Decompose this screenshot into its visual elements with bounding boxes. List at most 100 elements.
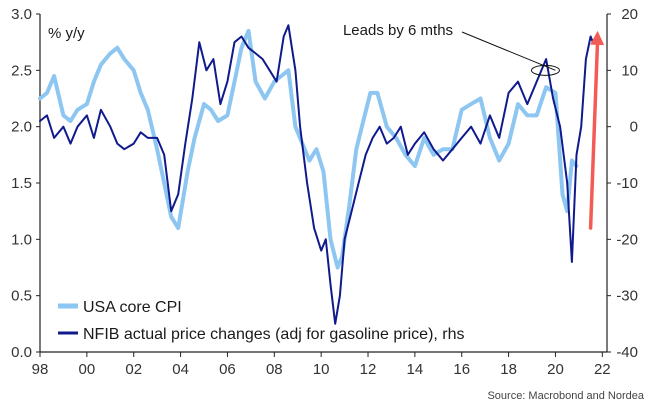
x-tick-label: 12 <box>360 361 377 378</box>
nfib-point <box>339 295 340 296</box>
nfib-point <box>283 36 284 37</box>
core-cpi-point <box>330 239 331 240</box>
core-cpi-point <box>461 109 462 110</box>
nfib-point <box>424 132 425 133</box>
nfib-point <box>262 59 263 60</box>
core-cpi-point <box>571 160 572 161</box>
nfib-point <box>140 132 141 133</box>
nfib-point <box>307 182 308 183</box>
core-cpi-point <box>295 126 296 127</box>
line-chart: 0.00.51.01.52.02.53.0-40-30-20-100102098… <box>0 0 650 410</box>
nfib-point <box>546 59 547 60</box>
core-cpi-point <box>414 166 415 167</box>
core-cpi-point <box>234 81 235 82</box>
core-cpi-point <box>187 171 188 172</box>
nfib-point <box>372 137 373 138</box>
core-cpi-point <box>567 211 568 212</box>
core-cpi-point <box>405 154 406 155</box>
right-tick-label: -40 <box>616 344 638 361</box>
nfib-point <box>358 182 359 183</box>
nfib-point <box>480 143 481 144</box>
x-tick-label: 02 <box>125 361 142 378</box>
left-tick-label: 2.5 <box>11 62 32 79</box>
nfib-point <box>471 126 472 127</box>
nfib-point <box>442 160 443 161</box>
nfib-point <box>110 126 111 127</box>
core-cpi-point <box>147 109 148 110</box>
core-cpi-point <box>288 70 289 71</box>
nfib-point <box>585 59 586 60</box>
core-cpi-point <box>316 149 317 150</box>
nfib-point <box>117 143 118 144</box>
nfib-point <box>54 137 55 138</box>
nfib-point <box>93 137 94 138</box>
nfib-point <box>560 126 561 127</box>
nfib-point <box>567 182 568 183</box>
core-cpi-point <box>323 171 324 172</box>
nfib-point <box>400 126 401 127</box>
nfib-point <box>344 239 345 240</box>
core-cpi-point <box>264 98 265 99</box>
source-note: Source: Macrobond and Nordea <box>487 390 644 402</box>
nfib-point <box>46 115 47 116</box>
nfib-point <box>206 70 207 71</box>
nfib-point <box>379 126 380 127</box>
nfib-point <box>276 81 277 82</box>
x-tick-label: 20 <box>547 361 564 378</box>
core-cpi-point <box>281 75 282 76</box>
nfib-point <box>300 126 301 127</box>
core-cpi-point <box>241 47 242 48</box>
core-cpi-point <box>140 92 141 93</box>
nfib-point <box>192 98 193 99</box>
right-tick-label: -10 <box>616 175 638 192</box>
x-tick-label: 00 <box>79 361 96 378</box>
core-cpi-point <box>117 47 118 48</box>
x-tick-label: 06 <box>219 361 236 378</box>
nfib-point <box>571 261 572 262</box>
nfib-point <box>86 115 87 116</box>
core-cpi-point <box>377 92 378 93</box>
x-tick-label: 08 <box>266 361 283 378</box>
core-cpi-point <box>337 267 338 268</box>
nfib-point <box>39 120 40 121</box>
nfib-point <box>351 211 352 212</box>
left-tick-label: 0.0 <box>11 344 32 361</box>
nfib-point <box>581 126 582 127</box>
nfib-point <box>295 70 296 71</box>
core-cpi-point <box>178 228 179 229</box>
core-cpi-point <box>386 126 387 127</box>
nfib-point <box>220 104 221 105</box>
nfib-point <box>508 92 509 93</box>
core-cpi-point <box>171 216 172 217</box>
nfib-point <box>185 143 186 144</box>
left-tick-label: 3.0 <box>11 6 32 23</box>
core-cpi-point <box>480 98 481 99</box>
core-cpi-point <box>546 87 547 88</box>
core-cpi-point <box>194 137 195 138</box>
right-tick-label: -20 <box>616 231 638 248</box>
nfib-point <box>164 154 165 155</box>
chart-root: 0.0 0.5 1.0 1.5 2.0 2.5 3.0 -40 -30 -20 -10 0 10 20 98… <box>0 0 650 410</box>
core-cpi-point <box>471 104 472 105</box>
nfib-point <box>517 81 518 82</box>
core-cpi-point <box>110 53 111 54</box>
x-tick-label: 16 <box>453 361 470 378</box>
x-tick-label: 98 <box>32 361 49 378</box>
core-cpi-point <box>227 115 228 116</box>
core-cpi-point <box>424 137 425 138</box>
y-axis-unit-label: % y/y <box>48 25 85 42</box>
core-cpi-point <box>86 104 87 105</box>
nfib-point <box>321 250 322 251</box>
core-cpi-point <box>218 120 219 121</box>
nfib-point <box>314 228 315 229</box>
nfib-point <box>269 70 270 71</box>
nfib-point <box>553 98 554 99</box>
core-cpi-point <box>370 92 371 93</box>
nfib-point <box>255 53 256 54</box>
nfib-point <box>157 137 158 138</box>
core-cpi-point <box>100 64 101 65</box>
core-cpi-point <box>164 182 165 183</box>
right-tick-label: 20 <box>621 6 638 23</box>
nfib-point <box>227 81 228 82</box>
core-cpi-point <box>555 92 556 93</box>
